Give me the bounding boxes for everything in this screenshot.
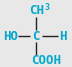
Text: COOH: COOH (31, 54, 61, 67)
Text: 3: 3 (44, 3, 50, 13)
Text: HO: HO (4, 29, 19, 42)
Text: C: C (32, 29, 40, 42)
Text: H: H (59, 29, 67, 42)
Text: CH: CH (30, 4, 44, 17)
